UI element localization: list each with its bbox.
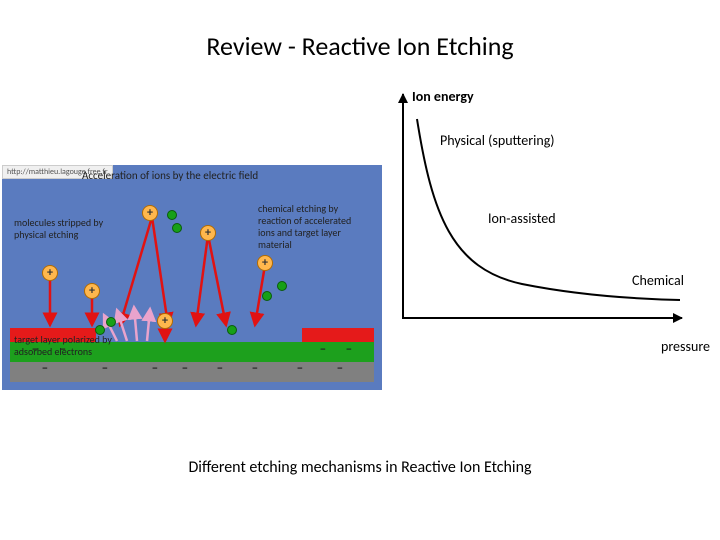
negative-charge-icon: − bbox=[102, 362, 108, 376]
ion-particle: + bbox=[142, 205, 158, 221]
label-target-layer: target layer polarized by adsorbed elect… bbox=[14, 334, 114, 358]
negative-charge-icon: − bbox=[346, 343, 352, 357]
ion-particle: + bbox=[257, 255, 273, 271]
region-label-chemical: Chemical bbox=[632, 272, 684, 289]
figure-caption: Different etching mechanisms in Reactive… bbox=[0, 458, 720, 477]
molecule-particle bbox=[262, 291, 272, 301]
negative-charge-icon: − bbox=[320, 343, 326, 357]
region-label-physical: Physical (sputtering) bbox=[440, 132, 555, 149]
molecule-particle bbox=[106, 317, 116, 327]
molecule-particle bbox=[277, 281, 287, 291]
region-label-ion-assisted: Ion-assisted bbox=[488, 210, 556, 227]
negative-charge-icon: − bbox=[42, 362, 48, 376]
ion-particle: + bbox=[84, 283, 100, 299]
molecule-particle bbox=[227, 325, 237, 335]
etching-diagram: http://matthieu.lagouge.free.fr Accelera… bbox=[2, 165, 382, 390]
page-title: Review - Reactive Ion Etching bbox=[0, 30, 720, 62]
negative-charge-icon: − bbox=[297, 362, 303, 376]
negative-charge-icon: − bbox=[182, 362, 188, 376]
negative-charge-icon: − bbox=[152, 362, 158, 376]
ion-particle: + bbox=[157, 313, 173, 329]
molecule-particle bbox=[172, 223, 182, 233]
ion-particle: + bbox=[42, 265, 58, 281]
ion-energy-chart: Ion energy Physical (sputtering) Ion-ass… bbox=[392, 94, 692, 339]
molecule-particle bbox=[167, 210, 177, 220]
negative-charge-icon: − bbox=[217, 362, 223, 376]
y-axis-label: Ion energy bbox=[412, 88, 474, 105]
x-axis-label: pressure bbox=[661, 338, 710, 355]
negative-charge-icon: − bbox=[252, 362, 258, 376]
negative-charge-icon: − bbox=[337, 362, 343, 376]
ion-particle: + bbox=[200, 225, 216, 241]
